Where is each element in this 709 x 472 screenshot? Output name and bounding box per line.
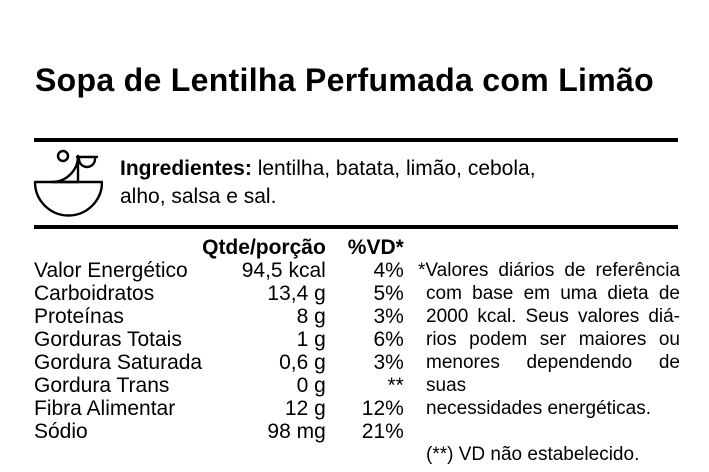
nutrient-qty: 98 mg xyxy=(267,420,326,443)
nutrient-name: Fibra Alimentar xyxy=(34,397,176,420)
footnote-line: com base em uma dieta de xyxy=(426,283,680,304)
daily-values-footnote: *Valores diários de referência com base … xyxy=(418,259,680,466)
ingredients-list-part2: alho, salsa e sal. xyxy=(120,185,277,208)
page-title: Sopa de Lentilha Perfumada com Limão xyxy=(35,62,654,98)
nutrient-qty: 8 g xyxy=(296,305,326,328)
nutrient-name: Valor Energético xyxy=(34,259,188,282)
table-row: Gordura Trans 0 g ** xyxy=(34,374,404,397)
footnote-line: 2000 kcal. Seus valores diá- xyxy=(426,306,680,327)
dv-not-established-note: (**) VD não estabelecido. xyxy=(426,444,640,465)
footnote-line: necessidades energéticas. xyxy=(426,398,651,419)
nutrient-dv: 3% xyxy=(373,305,404,328)
table-header-row: Qtde/porção %VD* xyxy=(34,236,404,259)
footnote-line: rios podem ser maiores ou xyxy=(426,329,680,350)
middle-divider xyxy=(34,225,678,229)
nutrient-qty: 0 g xyxy=(296,374,326,397)
dv-column-header: %VD* xyxy=(347,236,404,259)
nutrient-qty: 13,4 g xyxy=(267,282,326,305)
nutrient-qty: 12 g xyxy=(284,397,326,420)
nutrient-qty: 1 g xyxy=(296,328,326,351)
ingredients-section: Ingredientes: lentilha, batata, limão, c… xyxy=(120,155,536,211)
nutrient-dv: 12% xyxy=(361,397,404,420)
ingredients-line1: Ingredientes: lentilha, batata, limão, c… xyxy=(120,155,536,183)
table-row: Gorduras Totais 1 g 6% xyxy=(34,328,404,351)
qty-column-header: Qtde/porção xyxy=(202,236,326,259)
nutrient-column-header xyxy=(34,236,202,259)
nutrient-dv: ** xyxy=(387,374,404,397)
nutrient-dv: 4% xyxy=(373,259,404,282)
table-row: Proteínas 8 g 3% xyxy=(34,305,404,328)
nutrient-name: Proteínas xyxy=(34,305,124,328)
nutrition-table: Qtde/porção %VD* Valor Energético 94,5 k… xyxy=(34,236,404,443)
nutrient-dv: 21% xyxy=(361,420,404,443)
table-row: Carboidratos 13,4 g 5% xyxy=(34,282,404,305)
table-row: Valor Energético 94,5 kcal 4% xyxy=(34,259,404,282)
footnote-line: *Valores diários de referência xyxy=(418,260,680,281)
nutrient-name: Gordura Trans xyxy=(34,374,170,397)
nutrient-name: Sódio xyxy=(34,420,88,443)
table-row: Gordura Saturada 0,6 g 3% xyxy=(34,351,404,374)
nutrient-dv: 5% xyxy=(373,282,404,305)
nutrient-dv: 6% xyxy=(373,328,404,351)
table-row: Sódio 98 mg 21% xyxy=(34,420,404,443)
nutrient-qty: 94,5 kcal xyxy=(241,259,326,282)
nutrient-name: Gorduras Totais xyxy=(34,328,182,351)
nutrient-name: Carboidratos xyxy=(34,282,155,305)
footnote-line: menores dependendo de suas xyxy=(426,352,680,396)
nutrient-qty: 0,6 g xyxy=(279,351,326,374)
nutrient-dv: 3% xyxy=(373,351,404,374)
table-row: Fibra Alimentar 12 g 12% xyxy=(34,397,404,420)
nutrient-name: Gordura Saturada xyxy=(34,351,203,374)
top-divider xyxy=(34,138,678,142)
ingredients-label: Ingredientes: xyxy=(120,157,252,180)
ingredients-list-part1: lentilha, batata, limão, cebola, xyxy=(251,157,536,180)
cooking-bowl-icon xyxy=(33,149,103,217)
